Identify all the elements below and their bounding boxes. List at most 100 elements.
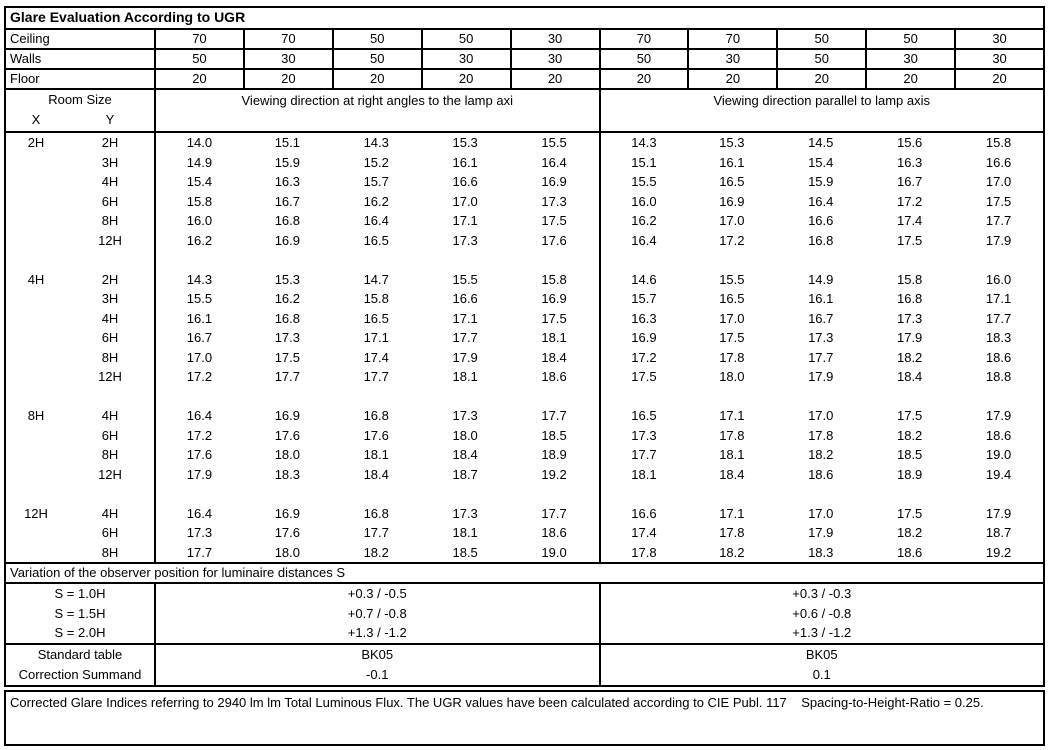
ugr-value-right-angle: 18.7 bbox=[452, 466, 478, 482]
room-x-label bbox=[6, 445, 66, 465]
room-x-label bbox=[6, 367, 66, 387]
ugr-value-right-angle: 17.1 bbox=[452, 213, 478, 228]
room-size-label: Room Size bbox=[48, 92, 112, 107]
ugr-value-parallel: 18.2 bbox=[896, 427, 923, 443]
ugr-value-parallel: 17.5 bbox=[985, 193, 1012, 209]
room-x-label bbox=[6, 250, 66, 270]
ugr-value-parallel: 17.3 bbox=[808, 330, 834, 345]
ugr-row: 4H 16.1 16.8 16.5 17.1 17.5 16.3 17.0 16.7 17.3 17… bbox=[6, 308, 1043, 328]
ugr-value-right-angle: 18.0 bbox=[274, 447, 300, 462]
ugr-value-parallel: 17.4 bbox=[896, 213, 923, 228]
ugr-value-right-angle: 17.7 bbox=[363, 525, 389, 540]
ugr-value-right-angle: 16.4 bbox=[363, 213, 389, 228]
ugr-value-parallel: 16.7 bbox=[896, 174, 923, 189]
ugr-value-right-angle: 17.9 bbox=[154, 464, 243, 484]
ugr-value-parallel: 16.5 bbox=[719, 291, 745, 306]
surface-label: Floor bbox=[10, 71, 40, 86]
bottom-value-right: +0.3 / -0.3 bbox=[598, 584, 1044, 604]
summary-rows: Standard table BK05 BK05 Correction Summand… bbox=[6, 644, 1043, 685]
ugr-value-right-angle: 15.8 bbox=[541, 271, 567, 287]
ugr-value-right-angle: 17.3 bbox=[541, 193, 567, 209]
ugr-value-parallel: 17.8 bbox=[808, 427, 834, 443]
ugr-row: 8H 4H 16.4 16.9 16.8 17.3 17.7 16.5 17.1 17.0 17.5… bbox=[6, 406, 1043, 426]
ugr-value-right-angle bbox=[154, 386, 243, 406]
ugr-value-right-angle bbox=[421, 250, 510, 270]
ugr-value-parallel: 15.1 bbox=[598, 152, 688, 172]
bottom-value-left: +0.7 / -0.8 bbox=[154, 603, 599, 623]
surface-row-ceiling: Ceiling 70 70 50 50 30 70 70 50 50 30 bbox=[6, 30, 1043, 50]
bottom-value-left: -0.1 bbox=[154, 664, 599, 685]
ugr-value-parallel: 18.2 bbox=[896, 349, 923, 365]
ugr-value-parallel: 18.6 bbox=[985, 427, 1012, 443]
ugr-value-parallel: 17.5 bbox=[719, 330, 745, 345]
ugr-value-right-angle: 16.4 bbox=[541, 154, 567, 170]
ugr-value-right-angle: 16.2 bbox=[274, 291, 300, 306]
surface-value: 50 bbox=[776, 30, 865, 48]
room-size-y-label: Y bbox=[105, 112, 115, 127]
ugr-value-parallel: 17.8 bbox=[719, 525, 745, 540]
ugr-value-right-angle: 14.9 bbox=[154, 152, 243, 172]
surface-value: 50 bbox=[865, 30, 954, 48]
room-size-xy: X Y bbox=[6, 110, 154, 129]
ugr-value-parallel: 16.4 bbox=[808, 193, 834, 209]
room-y-label: 8H bbox=[101, 213, 119, 228]
ugr-value-parallel bbox=[954, 387, 1043, 407]
footer-note: Corrected Glare Indices referring to 294… bbox=[4, 689, 1045, 746]
ugr-value-parallel: 17.7 bbox=[808, 349, 834, 365]
bottom-row: Standard table BK05 BK05 bbox=[6, 644, 1043, 665]
ugr-value-right-angle: 15.3 bbox=[452, 135, 478, 150]
ugr-value-parallel: 17.2 bbox=[719, 232, 745, 248]
room-y-label: 8H bbox=[101, 544, 119, 560]
surface-value: 50 bbox=[776, 50, 865, 68]
room-x-label bbox=[6, 426, 66, 446]
ugr-value-right-angle: 17.2 bbox=[154, 425, 243, 445]
ugr-value-parallel: 18.5 bbox=[896, 447, 923, 462]
ugr-value-right-angle: 18.2 bbox=[363, 544, 389, 560]
ugr-value-parallel: 18.1 bbox=[719, 447, 745, 462]
ugr-value-right-angle: 16.0 bbox=[154, 211, 243, 231]
ugr-value-right-angle: 18.1 bbox=[363, 447, 389, 462]
ugr-value-right-angle: 16.3 bbox=[274, 174, 300, 189]
ugr-value-parallel bbox=[776, 484, 865, 504]
ugr-value-right-angle bbox=[154, 250, 243, 270]
group-header-parallel: Viewing direction parallel to lamp axis bbox=[598, 90, 1044, 131]
surface-value: 20 bbox=[687, 70, 776, 88]
room-x-label bbox=[6, 523, 66, 543]
ugr-value-right-angle: 16.5 bbox=[363, 232, 389, 248]
surface-value: 30 bbox=[865, 50, 954, 68]
ugr-value-right-angle bbox=[243, 250, 332, 270]
room-y-label bbox=[66, 484, 154, 504]
surface-value: 20 bbox=[865, 70, 954, 88]
ugr-value-parallel: 15.3 bbox=[719, 135, 745, 150]
ugr-value-parallel: 17.3 bbox=[598, 425, 688, 445]
ugr-row: 8H 17.7 18.0 18.2 18.5 19.0 17.8 18.2 18.3 18.6 19… bbox=[6, 542, 1043, 562]
ugr-value-right-angle: 17.3 bbox=[274, 330, 300, 345]
surface-value: 30 bbox=[420, 50, 510, 68]
ugr-value-parallel: 15.5 bbox=[598, 172, 688, 192]
surface-value: 20 bbox=[954, 70, 1043, 88]
ugr-value-right-angle bbox=[332, 250, 421, 270]
surface-value: 50 bbox=[154, 50, 243, 68]
ugr-row: 12H 17.9 18.3 18.4 18.7 19.2 18.1 18.4 18.6 18.9 1… bbox=[6, 464, 1043, 484]
ugr-value-parallel bbox=[776, 387, 865, 407]
surface-value: 30 bbox=[509, 30, 599, 48]
bottom-row-label: S = 2.0H bbox=[54, 625, 106, 640]
ugr-value-parallel: 17.9 bbox=[808, 525, 834, 540]
ugr-value-right-angle: 17.9 bbox=[452, 349, 478, 365]
room-y-label: 4H bbox=[101, 174, 119, 189]
room-x-label bbox=[6, 172, 66, 192]
bottom-value-right: +1.3 / -1.2 bbox=[598, 623, 1044, 643]
ugr-value-right-angle: 16.9 bbox=[541, 291, 567, 306]
ugr-value-parallel: 14.6 bbox=[598, 269, 688, 289]
ugr-value-right-angle: 18.6 bbox=[541, 369, 567, 384]
ugr-value-right-angle: 18.9 bbox=[541, 447, 567, 462]
bottom-value-left: BK05 bbox=[154, 644, 599, 665]
ugr-value-parallel: 15.7 bbox=[598, 289, 688, 309]
ugr-value-right-angle bbox=[243, 387, 332, 407]
ugr-value-parallel: 15.4 bbox=[808, 154, 834, 170]
surface-value: 50 bbox=[331, 30, 421, 48]
ugr-value-right-angle: 15.1 bbox=[274, 135, 300, 150]
ugr-value-right-angle: 15.5 bbox=[541, 135, 567, 150]
spacer-row bbox=[6, 250, 1043, 270]
ugr-value-parallel bbox=[776, 250, 865, 270]
